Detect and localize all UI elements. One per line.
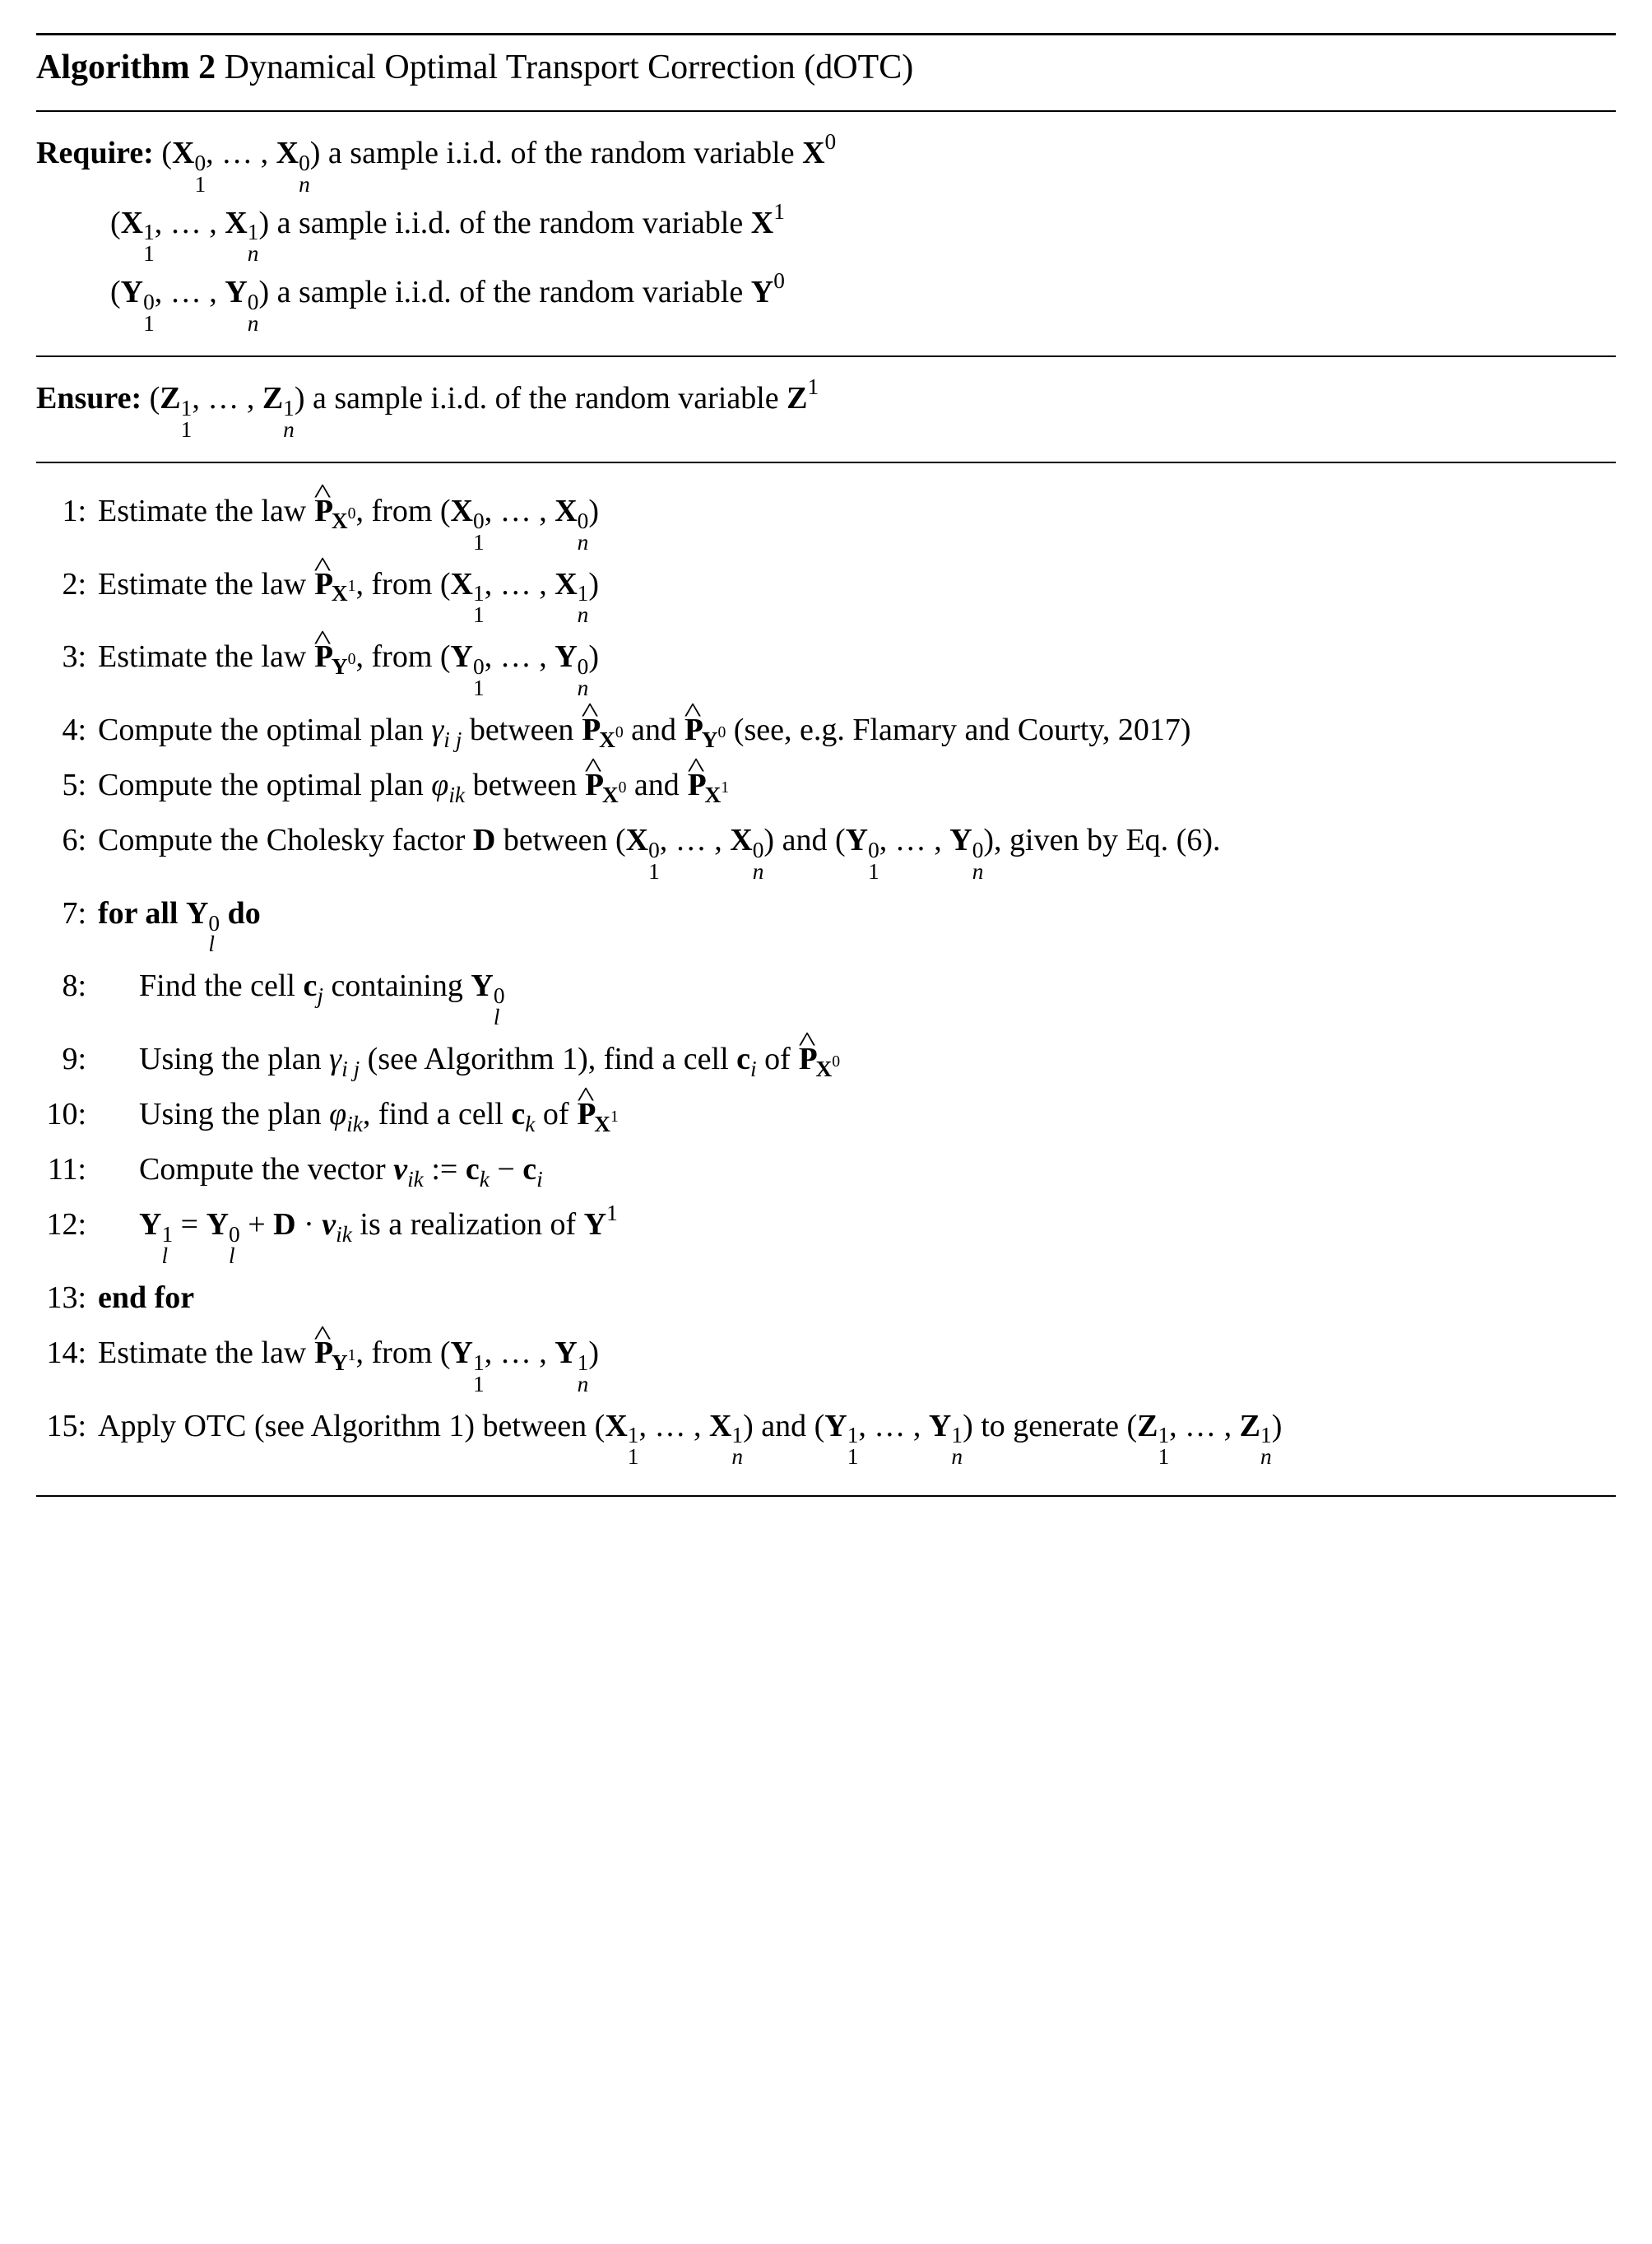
step-text-7: for all Y0l do	[98, 890, 1616, 955]
algo-number: 2	[198, 49, 216, 86]
step-num-13: 13:	[36, 1275, 98, 1322]
step-1: 1: Estimate the law PX0, from (X01, … , …	[36, 488, 1616, 553]
step-text-2: Estimate the law PX1, from (X11, … , X1n…	[98, 561, 1616, 626]
step-num-1: 1:	[36, 488, 98, 535]
ensure-block: Ensure: (Z11, … , Z1n) a sample i.i.d. o…	[36, 364, 1616, 455]
step-num-2: 2:	[36, 561, 98, 608]
step-text-3: Estimate the law PY0, from (Y01, … , Y0n…	[98, 634, 1616, 699]
step-num-10: 10:	[36, 1091, 98, 1138]
step-text-5: Compute the optimal plan φik between PX0…	[98, 762, 1616, 809]
steps-block: 1: Estimate the law PX0, from (X01, … , …	[36, 470, 1616, 1485]
step-5: 5: Compute the optimal plan φik between …	[36, 762, 1616, 809]
algo-label-word: Algorithm	[36, 49, 190, 86]
step-text-14: Estimate the law PY1, from (Y11, … , Y1n…	[98, 1330, 1616, 1395]
step-num-9: 9:	[36, 1036, 98, 1083]
step-num-11: 11:	[36, 1146, 98, 1193]
rule-after-ensure	[36, 462, 1616, 463]
step-num-6: 6:	[36, 817, 98, 864]
step-num-3: 3:	[36, 634, 98, 681]
require-item-1: (X01, … , X0n) a sample i.i.d. of the ra…	[161, 136, 836, 170]
require-item-3: (Y01, … , Y0n) a sample i.i.d. of the ra…	[36, 269, 1616, 334]
step-text-15: Apply OTC (see Algorithm 1) between (X11…	[98, 1403, 1616, 1468]
require-item-2: (X11, … , X1n) a sample i.i.d. of the ra…	[36, 200, 1616, 265]
step-6: 6: Compute the Cholesky factor D between…	[36, 817, 1616, 882]
for-all-kw: for all	[98, 896, 178, 931]
step-7: 7: for all Y0l do	[36, 890, 1616, 955]
step-10: 10: Using the plan φik, find a cell ck o…	[36, 1091, 1616, 1138]
step-9: 9: Using the plan γi j (see Algorithm 1)…	[36, 1036, 1616, 1083]
step-text-12: Y1l = Y0l + D · vik is a realization of …	[98, 1201, 1616, 1266]
require-block: Require: (X01, … , X0n) a sample i.i.d. …	[36, 118, 1616, 349]
step-8: 8: Find the cell cj containing Y0l	[36, 963, 1616, 1028]
ensure-label: Ensure:	[36, 381, 142, 416]
algo-title-text: Dynamical Optimal Transport Correction (…	[225, 49, 914, 86]
step-text-8: Find the cell cj containing Y0l	[98, 963, 1616, 1028]
step-12: 12: Y1l = Y0l + D · vik is a realization…	[36, 1201, 1616, 1266]
step-13: 13: end for	[36, 1275, 1616, 1322]
rule-after-require	[36, 355, 1616, 357]
step-text-6: Compute the Cholesky factor D between (X…	[98, 817, 1616, 882]
ensure-item-1: (Z11, … , Z1n) a sample i.i.d. of the ra…	[150, 381, 819, 416]
step-num-12: 12:	[36, 1201, 98, 1248]
rule-bottom	[36, 1495, 1616, 1497]
step-num-4: 4:	[36, 707, 98, 754]
step-text-1: Estimate the law PX0, from (X01, … , X0n…	[98, 488, 1616, 553]
require-line-1: Require: (X01, … , X0n) a sample i.i.d. …	[36, 130, 1616, 195]
step-text-10: Using the plan φik, find a cell ck of PX…	[98, 1091, 1616, 1138]
step-text-9: Using the plan γi j (see Algorithm 1), f…	[98, 1036, 1616, 1083]
step-3: 3: Estimate the law PY0, from (Y01, … , …	[36, 634, 1616, 699]
step-num-5: 5:	[36, 762, 98, 809]
step-15: 15: Apply OTC (see Algorithm 1) between …	[36, 1403, 1616, 1468]
step-num-15: 15:	[36, 1403, 98, 1450]
require-label: Require:	[36, 136, 154, 170]
do-kw: do	[228, 896, 261, 931]
step-11: 11: Compute the vector vik := ck − ci	[36, 1146, 1616, 1193]
step-2: 2: Estimate the law PX1, from (X11, … , …	[36, 561, 1616, 626]
step-text-11: Compute the vector vik := ck − ci	[98, 1146, 1616, 1193]
step-num-7: 7:	[36, 890, 98, 937]
step-14: 14: Estimate the law PY1, from (Y11, … ,…	[36, 1330, 1616, 1395]
step-4: 4: Compute the optimal plan γi j between…	[36, 707, 1616, 754]
step-num-14: 14:	[36, 1330, 98, 1377]
rule-top	[36, 110, 1616, 112]
step-num-8: 8:	[36, 963, 98, 1010]
algorithm-title: Algorithm 2 Dynamical Optimal Transport …	[36, 33, 1616, 104]
algorithm-block: Algorithm 2 Dynamical Optimal Transport …	[36, 33, 1616, 1497]
step-text-4: Compute the optimal plan γi j between PX…	[98, 707, 1616, 754]
